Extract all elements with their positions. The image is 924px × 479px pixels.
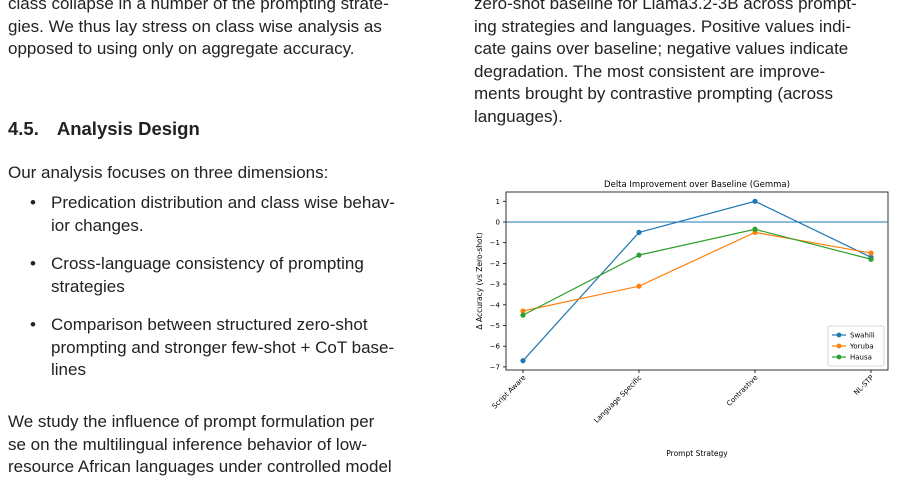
section-heading: 4.5. Analysis Design — [8, 118, 200, 140]
legend-marker-yoruba — [836, 343, 842, 349]
text-line: languages). — [474, 106, 563, 126]
list-item: • Predication distribution and class wis… — [8, 192, 438, 237]
x-tick-label: Script Aware — [491, 374, 528, 411]
text-line: ments brought by contrastive prompting (… — [474, 84, 834, 103]
legend-marker-swahili — [836, 332, 842, 338]
series-line-swahili — [522, 200, 872, 362]
y-tick-label: −6 — [490, 343, 501, 351]
text-line: se on the multilingual inference behavio… — [8, 434, 368, 454]
text-line: We study the influence of prompt formula… — [8, 412, 375, 431]
data-point-hausa — [520, 312, 526, 318]
series-line-yoruba — [522, 231, 872, 312]
chart-title: Delta Improvement over Baseline (Gemma) — [604, 180, 790, 190]
y-axis-label: Δ Accuracy (vs Zero-shot) — [475, 232, 484, 329]
legend-box — [827, 325, 885, 367]
legend-label-yoruba: Yoruba — [849, 343, 874, 351]
text-line: gies. We thus lay stress on class wise a… — [8, 16, 382, 36]
delta-improvement-chart: Delta Improvement over Baseline (Gemma) 1… — [475, 180, 889, 458]
y-tick-label: 1 — [496, 198, 500, 206]
x-tick-label: Language Specific — [592, 374, 643, 425]
data-point-hausa — [636, 252, 642, 258]
bullet-icon: • — [30, 254, 36, 273]
y-tick-label: −3 — [490, 281, 500, 289]
data-point-swahili — [636, 229, 642, 235]
y-tick-label: −5 — [490, 322, 500, 330]
x-tick-label: Contrastive — [725, 374, 759, 408]
text-line: zero-shot baseline for Llama3.2-3B acros… — [474, 0, 857, 13]
plot-frame — [505, 191, 889, 371]
text-line: ior changes. — [51, 215, 144, 235]
y-tick-label: −7 — [490, 363, 500, 371]
list-item: • Cross-language consistency of promptin… — [8, 253, 438, 298]
text-line: Predication distribution and class wise … — [51, 193, 395, 212]
bullet-icon: • — [30, 193, 36, 212]
data-point-hausa — [868, 256, 874, 262]
figure-caption: zero-shot baseline for Llama3.2-3B acros… — [474, 0, 912, 128]
y-tick-label: 0 — [496, 219, 500, 227]
y-tick-label: −1 — [490, 239, 500, 247]
data-point-yoruba — [636, 283, 642, 289]
text-line: opposed to using only on aggregate accur… — [8, 39, 355, 58]
text-line: prompting and stronger few-shot + CoT ba… — [51, 337, 395, 357]
section-number: 4.5. — [8, 118, 39, 139]
legend-label-swahili: Swahili — [850, 332, 875, 340]
list-item: • Comparison between structured zero-sho… — [8, 314, 438, 382]
series-line-hausa — [522, 228, 872, 316]
x-tick-label: NL-STP — [852, 374, 875, 397]
text-line: class collapse in a number of the prompt… — [8, 0, 389, 13]
text-line: cate gains over baseline; negative value… — [474, 39, 849, 58]
y-tick-label: −2 — [490, 260, 500, 268]
intro-text: Our analysis focuses on three dimensions… — [8, 163, 329, 182]
top-paragraph: class collapse in a number of the prompt… — [8, 0, 438, 61]
text-line: ing strategies and languages. Positive v… — [474, 16, 852, 36]
data-point-swahili — [752, 198, 758, 204]
bullet-list: • Predication distribution and class wis… — [8, 192, 438, 398]
text-line: degradation. The most consistent are imp… — [474, 61, 826, 81]
x-axis-label: Prompt Strategy — [666, 449, 728, 458]
text-line: Cross-language consistency of prompting — [51, 254, 364, 273]
y-tick-label: −4 — [490, 301, 501, 309]
text-line: strategies — [51, 276, 125, 296]
data-point-swahili — [520, 358, 526, 364]
legend-label-hausa: Hausa — [850, 354, 872, 362]
data-point-hausa — [752, 226, 758, 232]
section-title: Analysis Design — [56, 118, 200, 139]
text-line: resource African languages under control… — [8, 457, 392, 476]
text-line: lines — [51, 360, 86, 379]
text-line: Comparison between structured zero-shot — [51, 315, 368, 334]
data-point-yoruba — [520, 308, 526, 314]
bottom-paragraph: We study the influence of prompt formula… — [8, 411, 438, 479]
legend-marker-hausa — [836, 354, 842, 360]
bullet-icon: • — [30, 315, 36, 334]
data-point-yoruba — [868, 250, 874, 256]
